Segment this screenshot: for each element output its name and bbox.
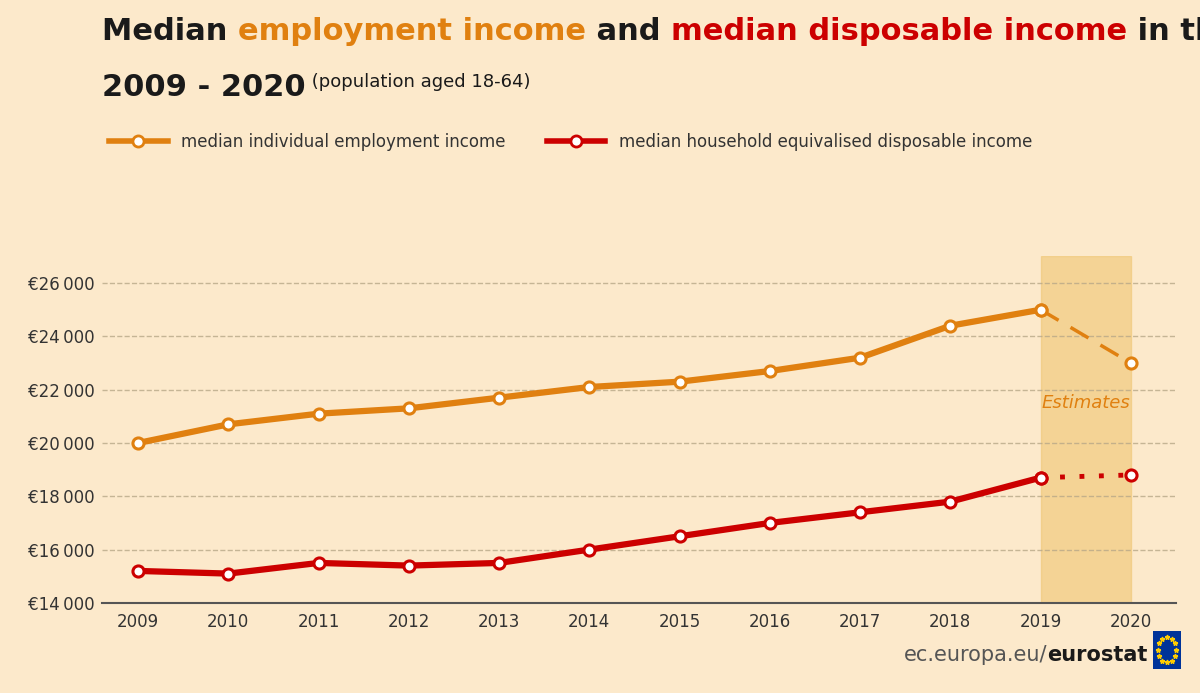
Text: employment income: employment income (238, 17, 586, 46)
Text: median disposable income: median disposable income (671, 17, 1127, 46)
Text: Median: Median (102, 17, 238, 46)
Legend: median individual employment income, median household equivalised disposable inc: median individual employment income, med… (109, 133, 1032, 151)
Text: in the EU,: in the EU, (1127, 17, 1200, 46)
Text: 2009 - 2020: 2009 - 2020 (102, 73, 306, 102)
Text: Estimates: Estimates (1042, 394, 1130, 412)
Text: eurostat: eurostat (1048, 645, 1148, 665)
Text: ec.europa.eu/: ec.europa.eu/ (904, 645, 1048, 665)
Bar (1040, 256, 1130, 603)
Text: and: and (586, 17, 671, 46)
Text: (population aged 18-64): (population aged 18-64) (306, 73, 530, 91)
